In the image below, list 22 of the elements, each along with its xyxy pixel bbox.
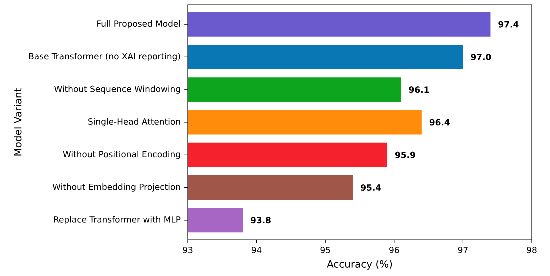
- x-tick-label: 94: [252, 247, 262, 254]
- x-tick-label: 95: [320, 247, 330, 254]
- x-tick-label: 98: [527, 247, 537, 254]
- data-label: 96.4: [430, 119, 450, 126]
- data-label: 95.4: [361, 184, 382, 191]
- y-tick-label: Without Embedding Projection: [52, 184, 180, 192]
- y-tick-label: Without Positional Encoding: [63, 151, 180, 160]
- y-tick-label: Replace Transformer with MLP: [54, 216, 181, 225]
- data-label: 97.0: [471, 54, 492, 60]
- y-tick-label: Full Proposed Model: [98, 20, 180, 29]
- x-tick-label: 96: [390, 247, 400, 254]
- x-tick-label: 97: [458, 247, 468, 254]
- y-tick-label: Base Transformer (no XAI reporting): [29, 53, 180, 62]
- x-tick-label: 93: [183, 247, 193, 254]
- data-label: 96.1: [409, 86, 430, 94]
- y-tick-label: Single-Head Attention: [88, 118, 180, 127]
- data-label: 93.8: [250, 217, 271, 224]
- y-tick-label: Without Sequence Windowing: [54, 86, 180, 94]
- data-label: 97.4: [498, 21, 519, 28]
- y-axis-title: Model Variant: [14, 88, 22, 156]
- data-label: 95.9: [395, 152, 416, 158]
- x-axis-title: Accuracy (%): [327, 260, 392, 270]
